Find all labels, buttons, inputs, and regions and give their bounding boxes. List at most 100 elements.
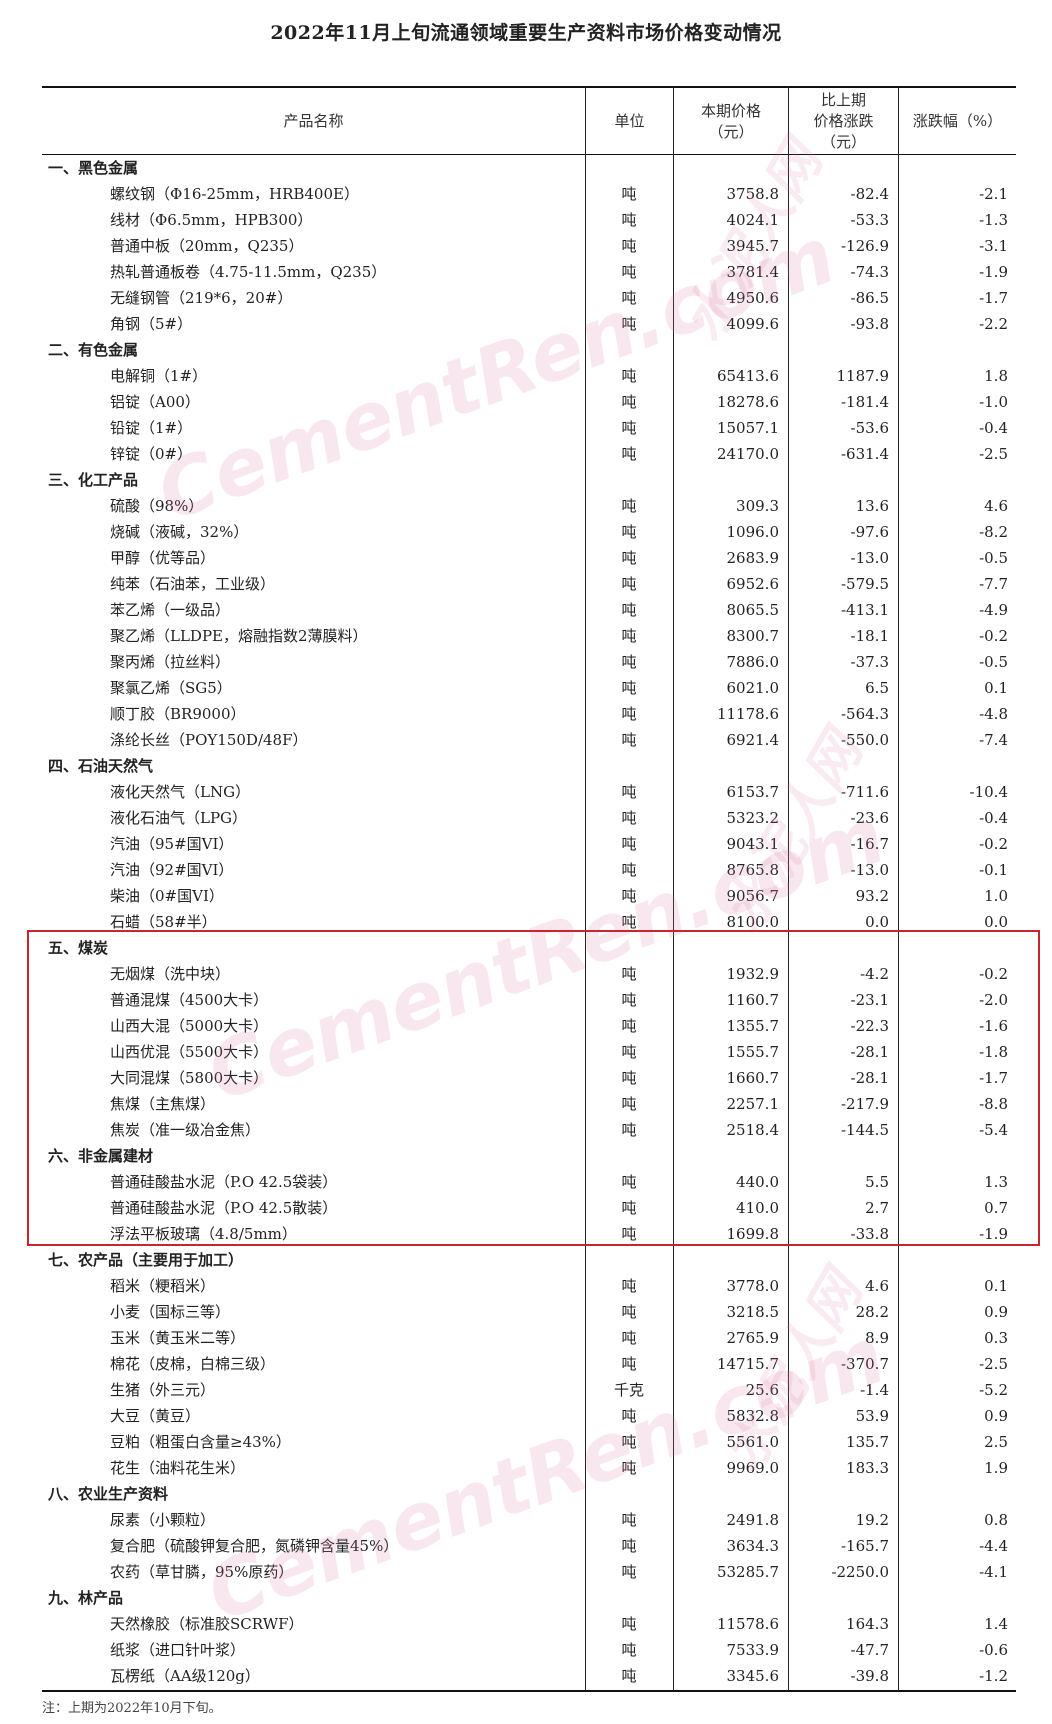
change-cell: -550.0 xyxy=(840,731,889,749)
product-name: 电解铜（1#） xyxy=(110,367,208,385)
unit-cell: 吨 xyxy=(621,887,637,905)
price-cell: 2518.4 xyxy=(726,1121,780,1139)
unit-cell: 吨 xyxy=(621,1199,637,1217)
product-name: 棉花（皮棉，白棉三级） xyxy=(110,1355,276,1373)
percent-cell: -8.8 xyxy=(979,1095,1008,1113)
product-name: 普通混煤（4500大卡） xyxy=(110,991,269,1009)
price-cell: 11578.6 xyxy=(716,1615,779,1633)
percent-cell: 0.8 xyxy=(984,1511,1008,1529)
table-row: 复合肥（硫酸钾复合肥，氮磷钾含量45%） 吨 3634.3 -165.7 -4.4 xyxy=(42,1533,1016,1559)
table-row: 纸浆（进口针叶浆） 吨 7533.9 -47.7 -0.6 xyxy=(42,1637,1016,1663)
change-cell: -1.4 xyxy=(860,1381,889,1399)
product-name: 小麦（国标三等） xyxy=(110,1303,231,1321)
unit-cell: 吨 xyxy=(621,497,637,515)
table-row: 电解铜（1#） 吨 65413.6 1187.9 1.8 xyxy=(42,363,1016,389)
change-cell: -39.8 xyxy=(850,1667,889,1685)
price-cell: 8300.7 xyxy=(726,627,780,645)
price-cell: 5323.2 xyxy=(726,809,780,827)
table-row: 普通中板（20mm，Q235） 吨 3945.7 -126.9 -3.1 xyxy=(42,233,1016,259)
change-cell: 164.3 xyxy=(846,1615,889,1633)
unit-cell: 吨 xyxy=(621,705,637,723)
unit-cell: 吨 xyxy=(621,1069,637,1087)
header-change: 比上期 价格涨跌 （元） xyxy=(813,91,874,151)
price-cell: 1699.8 xyxy=(726,1225,780,1243)
product-name: 玉米（黄玉米二等） xyxy=(110,1329,246,1347)
product-name: 热轧普通板卷（4.75-11.5mm，Q235） xyxy=(110,263,387,281)
percent-cell: 0.9 xyxy=(984,1303,1008,1321)
price-cell: 3345.6 xyxy=(726,1667,780,1685)
product-name: 顺丁胶（BR9000） xyxy=(110,705,246,723)
table-row: 线材（Φ6.5mm，HPB300） 吨 4024.1 -53.3 -1.3 xyxy=(42,207,1016,233)
price-cell: 11178.6 xyxy=(716,705,779,723)
product-name: 锌锭（0#） xyxy=(110,445,193,463)
table-row: 山西大混（5000大卡） 吨 1355.7 -22.3 -1.6 xyxy=(42,1013,1016,1039)
table-row: 汽油（95#国VI） 吨 9043.1 -16.7 -0.2 xyxy=(42,831,1016,857)
price-cell: 7533.9 xyxy=(726,1641,780,1659)
percent-cell: 0.1 xyxy=(984,1277,1008,1295)
price-cell: 3778.0 xyxy=(726,1277,780,1295)
category-row: 四、石油天然气 xyxy=(42,753,1016,779)
price-cell: 53285.7 xyxy=(716,1563,779,1581)
category-row: 五、煤炭 xyxy=(42,935,1016,961)
percent-cell: -4.9 xyxy=(979,601,1008,619)
table-row: 聚乙烯（LLDPE，熔融指数2薄膜料） 吨 8300.7 -18.1 -0.2 xyxy=(42,623,1016,649)
table-row: 热轧普通板卷（4.75-11.5mm，Q235） 吨 3781.4 -74.3 -1.9 xyxy=(42,259,1016,285)
unit-cell: 吨 xyxy=(621,315,637,333)
change-cell: -47.7 xyxy=(850,1641,889,1659)
product-name: 聚乙烯（LLDPE，熔融指数2薄膜料） xyxy=(110,627,368,645)
product-name: 石蜡（58#半） xyxy=(110,913,217,931)
table-row: 石蜡（58#半） 吨 8100.0 0.0 0.0 xyxy=(42,909,1016,935)
percent-cell: -8.2 xyxy=(979,523,1008,541)
price-cell: 65413.6 xyxy=(716,367,779,385)
percent-cell: 1.0 xyxy=(984,887,1008,905)
unit-cell: 吨 xyxy=(621,211,637,229)
percent-cell: -5.2 xyxy=(979,1381,1008,1399)
product-name: 烧碱（液碱，32%） xyxy=(110,523,249,541)
price-cell: 8100.0 xyxy=(726,913,780,931)
product-name: 山西大混（5000大卡） xyxy=(110,1017,269,1035)
header-percent: 涨跌幅（%） xyxy=(912,112,1003,130)
product-name: 角钢（5#） xyxy=(110,315,193,333)
product-name: 柴油（0#国VI） xyxy=(110,887,224,905)
product-name: 纸浆（进口针叶浆） xyxy=(110,1641,246,1659)
unit-cell: 吨 xyxy=(621,393,637,411)
change-cell: -413.1 xyxy=(840,601,889,619)
table-row: 无缝钢管（219*6，20#） 吨 4950.6 -86.5 -1.7 xyxy=(42,285,1016,311)
price-cell: 5561.0 xyxy=(726,1433,780,1451)
table-row: 铝锭（A00） 吨 18278.6 -181.4 -1.0 xyxy=(42,389,1016,415)
price-cell: 6952.6 xyxy=(726,575,780,593)
change-cell: -564.3 xyxy=(840,705,889,723)
product-name: 瓦楞纸（AA级120g） xyxy=(110,1667,260,1685)
change-cell: 0.0 xyxy=(865,913,889,931)
percent-cell: -5.4 xyxy=(979,1121,1008,1139)
category-label: 四、石油天然气 xyxy=(48,757,154,775)
percent-cell: 1.8 xyxy=(984,367,1008,385)
percent-cell: -1.2 xyxy=(979,1667,1008,1685)
product-name: 硫酸（98%） xyxy=(110,497,204,515)
column-divider xyxy=(788,87,789,1691)
table-row: 硫酸（98%） 吨 309.3 13.6 4.6 xyxy=(42,493,1016,519)
change-cell: -181.4 xyxy=(840,393,889,411)
category-label: 一、黑色金属 xyxy=(48,159,139,177)
change-cell: -37.3 xyxy=(850,653,889,671)
header-price: 本期价格 （元） xyxy=(700,101,761,141)
unit-cell: 吨 xyxy=(621,653,637,671)
product-name: 纯苯（石油苯，工业级） xyxy=(110,575,276,593)
table-row: 玉米（黄玉米二等） 吨 2765.9 8.9 0.3 xyxy=(42,1325,1016,1351)
change-cell: -74.3 xyxy=(850,263,889,281)
price-cell: 5832.8 xyxy=(726,1407,780,1425)
product-name: 山西优混（5500大卡） xyxy=(110,1043,269,1061)
unit-cell: 吨 xyxy=(621,263,637,281)
column-divider xyxy=(673,87,674,1691)
unit-cell: 吨 xyxy=(621,1511,637,1529)
percent-cell: -1.0 xyxy=(979,393,1008,411)
change-cell: 93.2 xyxy=(855,887,889,905)
price-cell: 24170.0 xyxy=(716,445,779,463)
change-cell: -33.8 xyxy=(850,1225,889,1243)
column-divider xyxy=(898,87,899,1691)
table-row: 大豆（黄豆） 吨 5832.8 53.9 0.9 xyxy=(42,1403,1016,1429)
table-bottom-rule xyxy=(42,1690,1016,1692)
unit-cell: 吨 xyxy=(621,1641,637,1659)
percent-cell: -7.4 xyxy=(979,731,1008,749)
change-cell: -28.1 xyxy=(850,1069,889,1087)
